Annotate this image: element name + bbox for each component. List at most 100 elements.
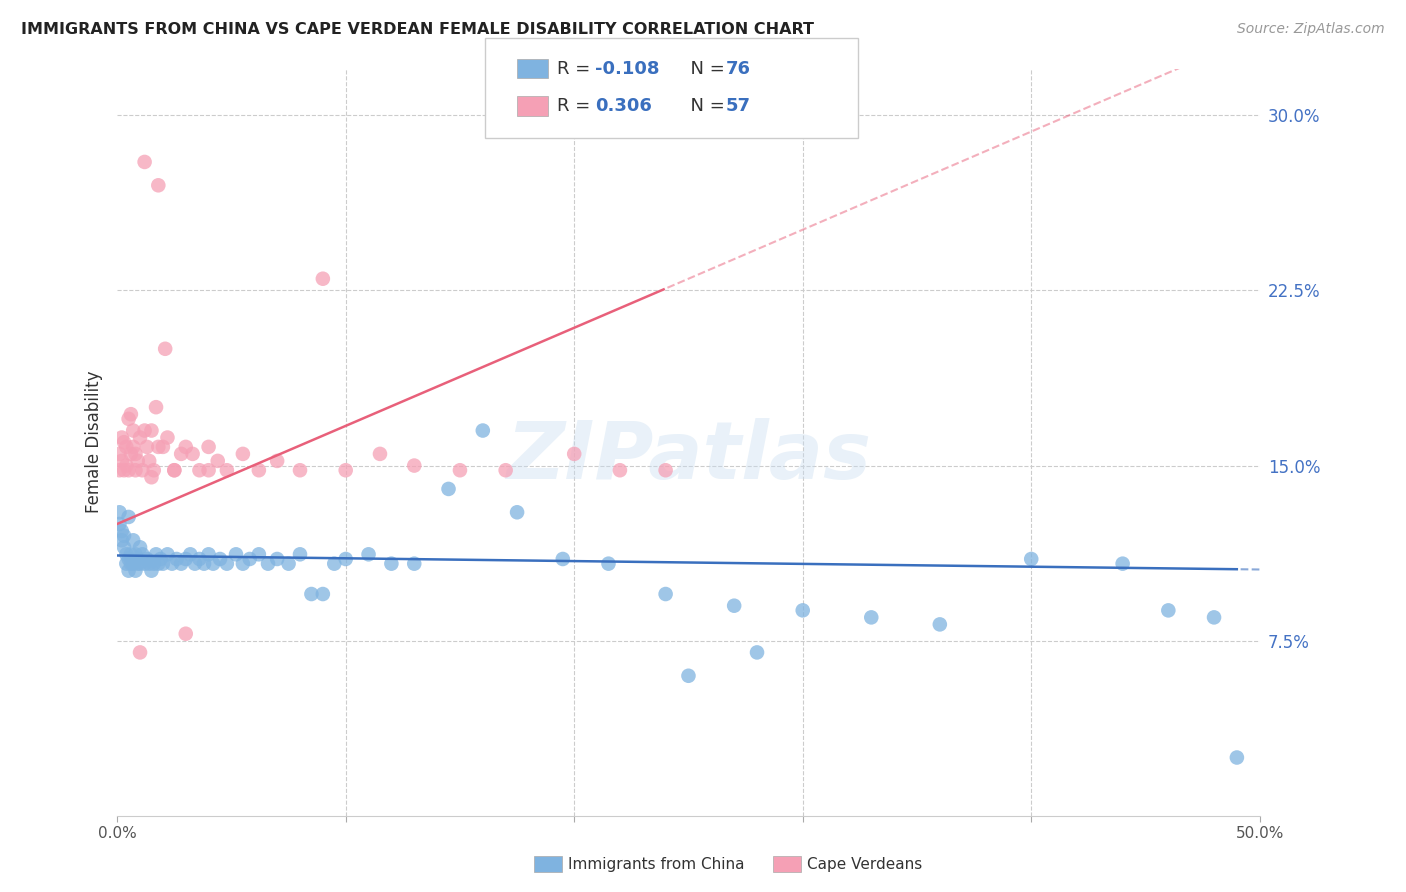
Point [207,454,229,468]
Point [1226,750,1249,764]
Point [174,552,197,566]
Point [122,440,145,454]
Point [609,463,631,477]
Point [1111,557,1133,571]
Y-axis label: Female Disability: Female Disability [86,371,103,514]
Point [124,447,146,461]
Point [152,440,174,454]
Point [215,557,238,571]
Point [368,447,391,461]
Point [145,400,167,414]
Point [148,440,170,454]
Text: 76: 76 [725,60,751,78]
Point [380,557,402,571]
Point [299,587,322,601]
Point [562,447,585,461]
Point [215,463,238,477]
Point [323,557,346,571]
Point [179,547,201,561]
Point [117,463,139,477]
Point [112,435,135,450]
Point [197,440,219,454]
Text: R =: R = [557,60,596,78]
Point [112,463,135,477]
Point [120,407,142,421]
Point [135,440,157,454]
Point [124,463,146,477]
Point [357,547,380,561]
Point [117,412,139,426]
Point [654,587,676,601]
Point [145,547,167,561]
Text: R =: R = [557,97,596,115]
Point [141,424,163,438]
Point [129,557,152,571]
Point [506,505,529,519]
Point [129,541,152,555]
Point [120,547,142,561]
Point [131,463,153,477]
Point [112,528,135,542]
Point [108,447,131,461]
Text: Immigrants from China: Immigrants from China [568,857,745,871]
Point [138,557,160,571]
Point [266,454,288,468]
Point [115,458,138,473]
Point [197,547,219,561]
Point [122,533,145,548]
Point [312,587,335,601]
Point [247,463,270,477]
Point [232,557,254,571]
Point [138,454,160,468]
Point [181,447,204,461]
Text: 0.306: 0.306 [595,97,651,115]
Point [112,541,135,555]
Point [188,463,211,477]
Point [122,424,145,438]
Point [1202,610,1225,624]
Point [654,463,676,477]
Point [127,454,149,468]
Point [288,463,311,477]
Point [148,178,170,193]
Point [117,564,139,578]
Point [124,564,146,578]
Point [1157,603,1180,617]
Point [160,557,183,571]
Point [202,557,225,571]
Point [335,463,357,477]
Point [117,510,139,524]
Point [860,610,883,624]
Point [108,516,131,531]
Text: ZIPatlas: ZIPatlas [506,418,870,496]
Point [232,447,254,461]
Point [129,645,152,659]
Point [142,463,165,477]
Point [170,447,193,461]
Point [149,552,172,566]
Point [120,447,142,461]
Point [449,463,471,477]
Point [141,564,163,578]
Point [156,547,179,561]
Point [471,424,494,438]
Text: N =: N = [679,97,731,115]
Point [108,463,131,477]
Point [745,645,768,659]
Point [127,552,149,566]
Point [117,552,139,566]
Point [312,271,335,285]
Text: 57: 57 [725,97,751,115]
Point [152,557,174,571]
Point [193,557,215,571]
Point [184,557,207,571]
Point [134,155,156,169]
Point [148,557,170,571]
Point [129,431,152,445]
Text: IMMIGRANTS FROM CHINA VS CAPE VERDEAN FEMALE DISABILITY CORRELATION CHART: IMMIGRANTS FROM CHINA VS CAPE VERDEAN FE… [21,22,814,37]
Point [239,552,262,566]
Point [163,463,186,477]
Point [598,557,620,571]
Point [174,626,197,640]
Point [225,547,247,561]
